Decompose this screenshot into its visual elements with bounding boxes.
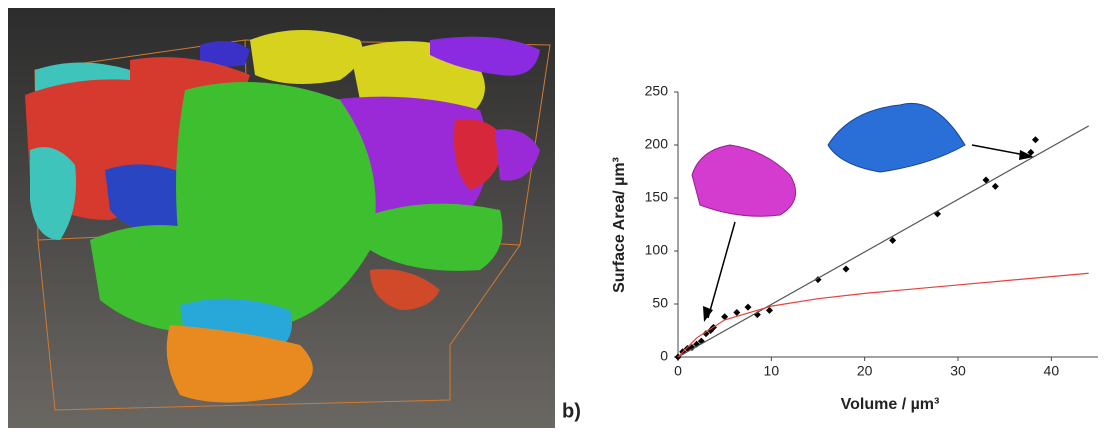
y-tick-label: 100 xyxy=(645,242,669,258)
y-tick-label: 150 xyxy=(645,189,669,205)
data-point xyxy=(745,304,752,311)
data-point xyxy=(992,183,999,190)
data-point xyxy=(843,266,850,273)
y-tick-label: 250 xyxy=(645,83,669,99)
inset-images xyxy=(692,103,1034,322)
data-point xyxy=(1032,136,1039,143)
figure: b) Volume / µm³ Surface Area/ µm³ 0 10 20 3… xyxy=(0,0,1104,432)
x-tick-label: 30 xyxy=(950,363,966,379)
fit-line xyxy=(678,273,1089,357)
y-tick-label: 200 xyxy=(645,136,669,152)
y-tick-label: 0 xyxy=(660,348,668,364)
x-tick-label: 10 xyxy=(764,363,780,379)
x-tick-label: 0 xyxy=(674,363,682,379)
x-axis-title: Volume / µm³ xyxy=(841,396,940,413)
y-axis-title: Surface Area/ µm³ xyxy=(611,157,628,293)
data-point xyxy=(733,309,740,316)
panel-label: b) xyxy=(562,400,581,422)
x-tick-label: 20 xyxy=(857,363,873,379)
rendering xyxy=(8,8,555,428)
x-tick-label: 40 xyxy=(1044,363,1060,379)
y-tick-label: 50 xyxy=(652,295,668,311)
